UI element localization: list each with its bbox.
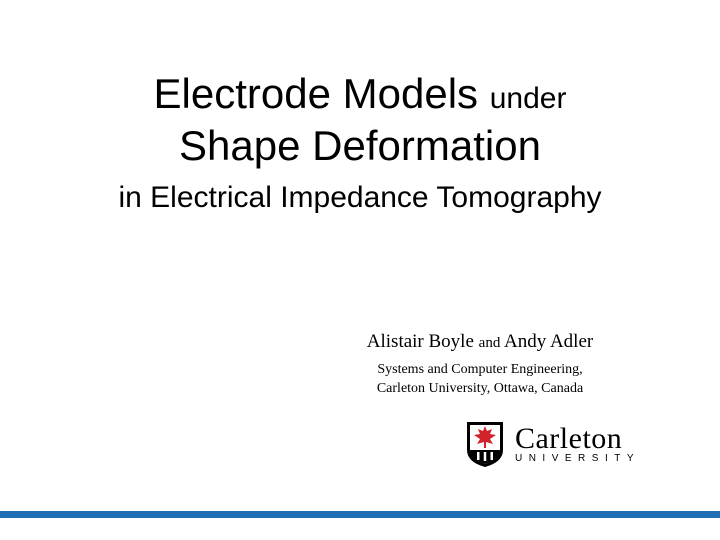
title-line-1: Electrode Models under (0, 70, 720, 118)
author-department: Systems and Computer Engineering, (320, 361, 640, 380)
logo-text: Carleton UNIVERSITY (515, 425, 640, 464)
author-connector: and (479, 335, 501, 351)
subtitle: in Electrical Impedance Tomography (0, 181, 720, 215)
title-block: Electrode Models under Shape Deformation… (0, 70, 720, 215)
university-logo: Carleton UNIVERSITY (465, 420, 640, 468)
logo-sub-text: UNIVERSITY (515, 454, 640, 463)
author-1: Alistair Boyle (367, 331, 474, 352)
author-location: Carleton University, Ottawa, Canada (320, 380, 640, 399)
title-connector: under (490, 82, 567, 115)
title-line-2: Shape Deformation (0, 122, 720, 170)
logo-main-text: Carleton (515, 425, 640, 453)
shield-icon (465, 420, 505, 468)
footer-bar (0, 511, 720, 518)
authors-block: Alistair Boyle and Andy Adler Systems an… (320, 330, 640, 398)
author-names: Alistair Boyle and Andy Adler (320, 330, 640, 355)
title-main-text: Electrode Models (154, 70, 479, 117)
author-2: Andy Adler (504, 331, 593, 352)
